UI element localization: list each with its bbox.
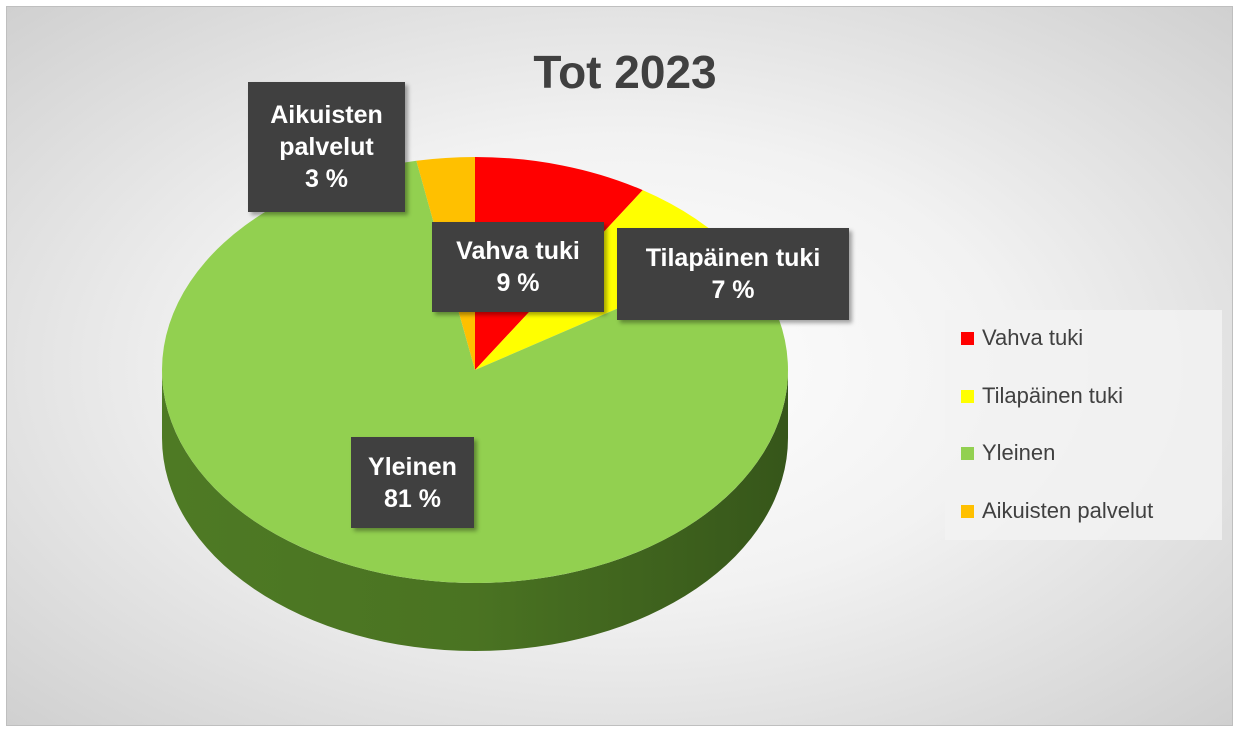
legend-label: Vahva tuki	[982, 325, 1084, 350]
legend-swatch	[961, 447, 974, 460]
legend-swatch	[961, 332, 974, 345]
data-label-category: Aikuisten palvelut	[270, 101, 383, 161]
legend-item: Vahva tuki	[961, 325, 1083, 351]
data-label-value: 7 %	[711, 276, 755, 304]
data-label-category: Yleinen	[368, 452, 457, 481]
legend-swatch	[961, 389, 974, 403]
data-label-value: 3 %	[304, 165, 349, 193]
legend-item: Yleinen	[961, 440, 1055, 466]
pie-slice	[162, 160, 788, 583]
data-label: Tilapäinen tuki 7 %	[617, 228, 849, 320]
data-label: Yleinen 81 %	[351, 437, 474, 528]
legend: Vahva tuki Tilapäinen tuki Yleinen Aikuiste…	[945, 310, 1222, 540]
data-label: Vahva tuki 9 %	[432, 222, 604, 312]
data-label-value: 81 %	[384, 484, 441, 513]
legend-swatch	[961, 504, 974, 518]
legend-item: Aikuisten palvelut	[961, 498, 1153, 524]
pie-side	[162, 370, 788, 651]
data-label: Aikuisten palvelut 3 %	[248, 82, 405, 212]
data-label-category: Vahva tuki	[456, 237, 580, 265]
legend-label: Aikuisten palvelut	[982, 497, 1154, 523]
legend-label: Yleinen	[982, 440, 1056, 465]
chart-title: Tot 2023	[533, 46, 716, 98]
legend-label: Tilapäinen tuki	[982, 382, 1124, 408]
data-label-value: 9 %	[496, 269, 540, 297]
legend-item: Tilapäinen tuki	[961, 383, 1123, 409]
data-label-category: Tilapäinen tuki	[645, 244, 821, 272]
